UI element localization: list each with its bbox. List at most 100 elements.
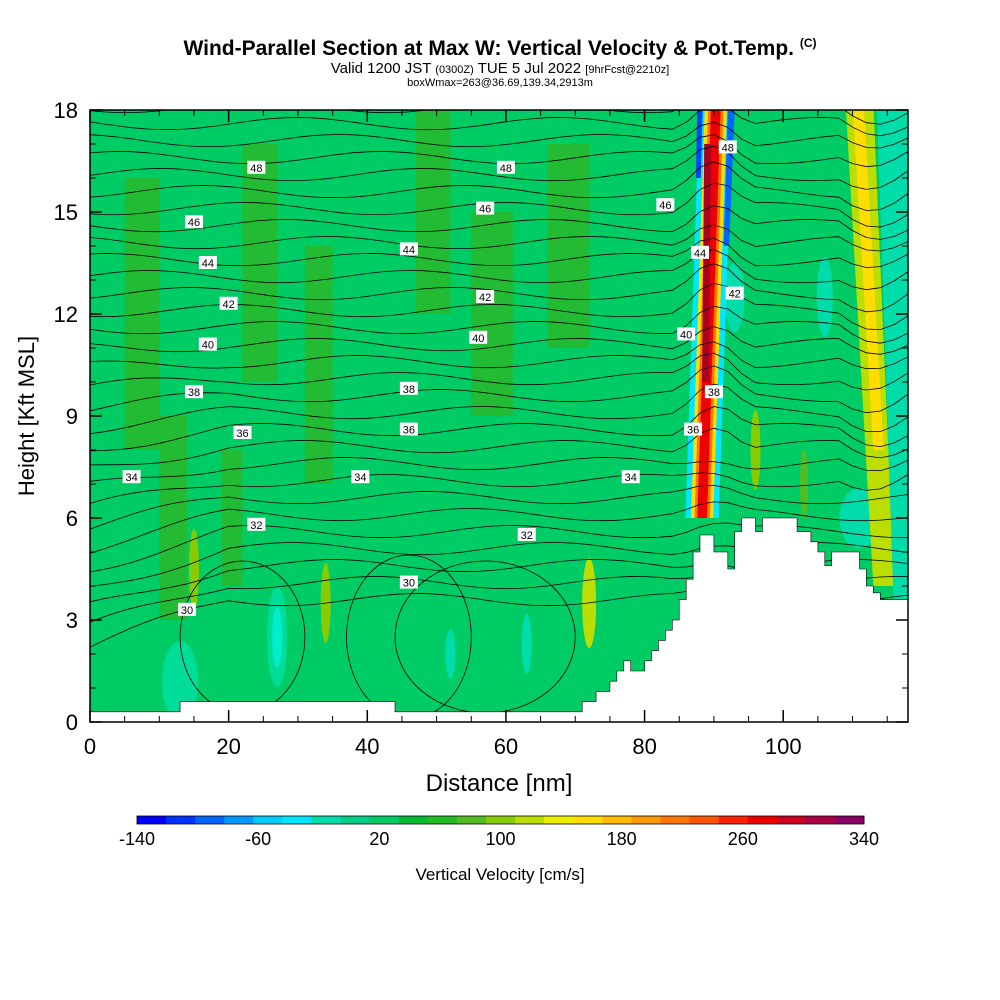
updraft-band-2 xyxy=(304,246,333,484)
colorbar-swatch xyxy=(340,816,371,824)
contour-label: 48 xyxy=(718,140,737,154)
colorbar-tick-label: 340 xyxy=(849,829,879,849)
contour-label: 36 xyxy=(399,422,418,437)
contour-line xyxy=(90,182,908,228)
contour-label: 40 xyxy=(469,330,488,345)
contour-label: 38 xyxy=(704,385,723,399)
terrain xyxy=(89,517,909,723)
downdraft-right xyxy=(877,110,908,620)
colorbar-tick-label: 20 xyxy=(369,829,389,849)
contour-line xyxy=(90,341,908,370)
contour-label: 34 xyxy=(351,470,370,484)
updraft-band-4 xyxy=(471,212,513,416)
svg-text:38: 38 xyxy=(403,384,415,396)
x-tick-label: 100 xyxy=(765,734,802,759)
colorbar-tick-label: -60 xyxy=(245,829,271,849)
colorbar-swatch xyxy=(776,816,807,824)
contour-line xyxy=(90,406,908,452)
weak-updraft-15 xyxy=(188,529,199,609)
svg-text:30: 30 xyxy=(181,605,193,617)
colorbar-swatch xyxy=(631,816,661,824)
svg-text:42: 42 xyxy=(223,299,235,311)
colorbar-tick-label: 260 xyxy=(728,829,758,849)
y-tick-label: 6 xyxy=(66,506,78,531)
x-tick-label: 40 xyxy=(355,734,379,759)
contour-label: 38 xyxy=(184,385,203,399)
colorbar-swatch xyxy=(544,816,574,824)
svg-text:30: 30 xyxy=(403,578,415,590)
y-tick-label: 9 xyxy=(66,404,78,429)
colorbar-swatch xyxy=(253,816,283,824)
colorbar-label: Vertical Velocity [cm/s] xyxy=(415,865,584,884)
colorbar-swatch xyxy=(602,816,632,824)
svg-text:36: 36 xyxy=(236,428,248,440)
contour-label: 36 xyxy=(233,426,252,440)
colorbar-swatch xyxy=(166,816,196,824)
contour-line xyxy=(90,383,908,434)
contour-line xyxy=(90,249,908,291)
contour-label: 38 xyxy=(399,381,418,396)
colorbar-swatch xyxy=(689,816,720,824)
contour-label: 34 xyxy=(122,470,141,484)
updraft-band-5 xyxy=(547,144,590,348)
colorbar-swatch xyxy=(398,816,429,824)
chart-title: Wind-Parallel Section at Max W: Vertical… xyxy=(183,36,817,60)
downdraft-63 xyxy=(521,613,532,674)
colorbar-swatch xyxy=(515,816,545,824)
x-tick-label: 60 xyxy=(494,734,518,759)
colorbar-tick-label: 100 xyxy=(485,829,515,849)
contour-line xyxy=(90,110,908,137)
y-tick-label: 0 xyxy=(66,710,78,735)
colorbar-swatch xyxy=(573,816,603,824)
colorbar-swatch xyxy=(195,816,225,824)
contour-line xyxy=(90,161,908,211)
contour-label: 46 xyxy=(656,198,675,212)
downdraft-13 xyxy=(162,641,199,722)
x-tick-label: 80 xyxy=(632,734,656,759)
contour-label: 46 xyxy=(476,201,495,216)
contour-line xyxy=(90,263,908,313)
svg-text:32: 32 xyxy=(521,530,533,542)
y-tick-label: 18 xyxy=(54,98,78,123)
x-axis-label: Distance [nm] xyxy=(426,770,573,797)
x-tick-label: 20 xyxy=(216,734,240,759)
svg-text:34: 34 xyxy=(625,472,637,484)
contour-label: 34 xyxy=(621,470,640,484)
colorbar-swatch xyxy=(311,816,342,824)
updraft-right xyxy=(852,110,884,450)
svg-text:36: 36 xyxy=(687,425,699,437)
colorbar-swatch xyxy=(486,816,516,824)
contour-label: 32 xyxy=(247,517,266,532)
svg-text:38: 38 xyxy=(188,387,200,399)
svg-text:34: 34 xyxy=(125,472,137,484)
y-tick-label: 3 xyxy=(66,608,78,633)
colorbar-swatch xyxy=(224,816,254,824)
y-tick-label: 12 xyxy=(54,302,78,327)
contour-label: 32 xyxy=(517,528,536,542)
contour-line xyxy=(90,224,908,252)
contour-label: 44 xyxy=(198,256,217,270)
updraft-103 xyxy=(800,449,809,519)
potential-temperature-contours xyxy=(90,110,908,720)
colorbar-swatch xyxy=(137,816,167,824)
colorbar-tick-label: 180 xyxy=(607,829,637,849)
contour-labels: 48 48 48 46 46 46 44 44 44 42 42 42 40 40 40 38 38 38 36 36… xyxy=(122,140,744,617)
svg-text:44: 44 xyxy=(694,248,706,260)
svg-text:40: 40 xyxy=(472,333,484,345)
contour-line xyxy=(90,305,908,344)
contour-label: 30 xyxy=(399,575,418,590)
contour-label: 30 xyxy=(178,602,197,617)
updraft-band-3 xyxy=(415,110,451,314)
colorbar-swatch xyxy=(805,816,836,824)
y-tick-label: 15 xyxy=(54,200,78,225)
contour-label: 42 xyxy=(725,286,744,301)
contour-line xyxy=(90,145,908,190)
svg-text:48: 48 xyxy=(722,142,734,154)
svg-text:46: 46 xyxy=(479,204,491,216)
colorbar-swatch xyxy=(427,816,458,824)
downdraft-core-27 xyxy=(272,607,283,667)
downdraft-106 xyxy=(816,257,833,337)
svg-text:40: 40 xyxy=(680,329,692,341)
svg-text:44: 44 xyxy=(202,258,214,270)
colorbar-swatch xyxy=(369,816,400,824)
